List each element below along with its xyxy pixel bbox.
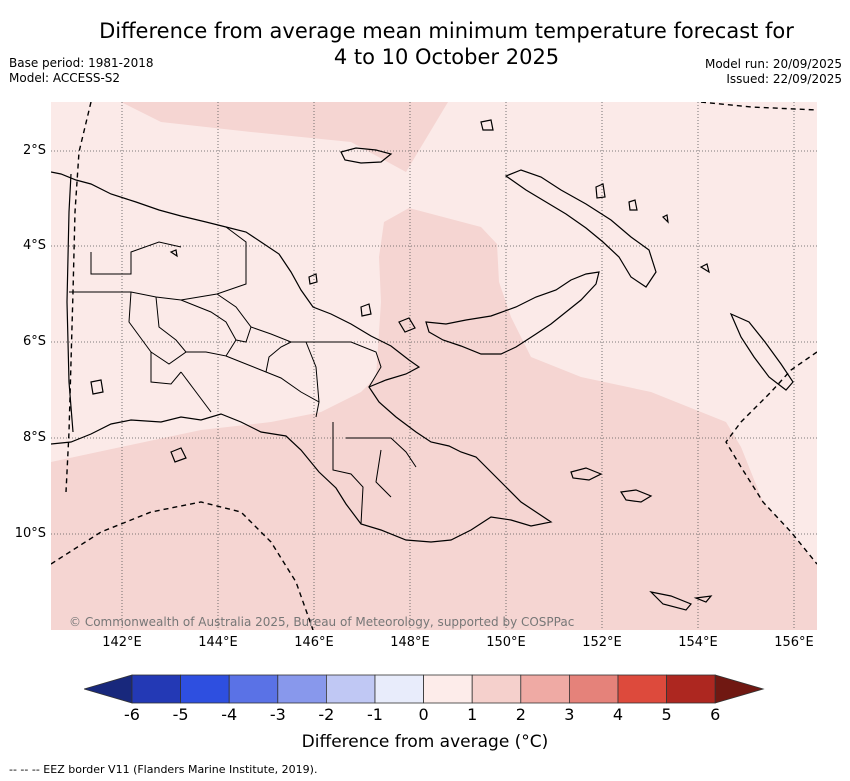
coastlines — [50, 119, 794, 611]
colorbar-tick-label: -1 — [367, 705, 383, 724]
meta-left: Base period: 1981-2018 Model: ACCESS-S2 — [9, 56, 154, 86]
colorbar-tick-label: 6 — [710, 705, 721, 724]
eez-footnote: -- -- -- EEZ border V11 (Flanders Marine… — [9, 763, 318, 776]
lon-label-144e: 144°E — [198, 635, 238, 650]
meta-right: Model run: 20/09/2025 Issued: 22/09/2025 — [705, 57, 842, 87]
title-line-2: 4 to 10 October 2025 — [333, 45, 560, 69]
colorbar-segment — [325, 674, 376, 704]
anomaly-zone-south — [51, 208, 817, 630]
lon-label-154e: 154°E — [678, 635, 718, 650]
colorbar-segment — [228, 674, 279, 704]
lat-label-4s: 4°S — [22, 238, 46, 253]
issued-date: Issued: 22/09/2025 — [726, 72, 842, 86]
colorbar-tick-label: -3 — [269, 705, 286, 724]
colorbar-tick-label: -6 — [124, 705, 140, 724]
colorbar-segment — [423, 674, 473, 704]
colorbar-svg — [82, 674, 765, 704]
colorbar-extend-low — [82, 674, 133, 704]
title-line-1: Difference from average mean minimum tem… — [99, 19, 794, 43]
map-area: © Commonwealth of Australia 2025, Bureau… — [50, 101, 818, 631]
colorbar-tick-label: 3 — [564, 705, 575, 724]
base-period: Base period: 1981-2018 — [9, 56, 154, 70]
lon-label-150e: 150°E — [486, 635, 526, 650]
colorbar-segment — [471, 674, 522, 704]
lat-label-2s: 2°S — [22, 143, 46, 158]
colorbar-tick-label: -2 — [318, 705, 335, 724]
map-svg: © Commonwealth of Australia 2025, Bureau… — [50, 101, 818, 631]
lon-label-142e: 142°E — [102, 635, 142, 650]
colorbar-segment — [520, 674, 570, 704]
colorbar-extend-high — [714, 674, 765, 704]
colorbar-tick-label: -4 — [221, 705, 238, 724]
colorbar-tick-label: 2 — [515, 705, 526, 724]
model-run: Model run: 20/09/2025 — [704, 57, 842, 71]
colorbar — [82, 674, 768, 704]
lon-label-152e: 152°E — [582, 635, 622, 650]
lon-label-148e: 148°E — [390, 635, 430, 650]
lat-label-6s: 6°S — [22, 334, 46, 349]
colorbar-segment — [131, 674, 181, 704]
lon-label-146e: 146°E — [294, 635, 334, 650]
map-copyright: © Commonwealth of Australia 2025, Bureau… — [69, 615, 574, 629]
colorbar-segment — [180, 674, 230, 704]
lat-label-10s: 10°S — [14, 526, 46, 541]
lat-label-8s: 8°S — [22, 430, 46, 445]
colorbar-segment — [568, 674, 619, 704]
colorbar-segment — [277, 674, 327, 704]
colorbar-title: Difference from average (°C) — [301, 732, 549, 752]
anomaly-zone-north — [121, 102, 448, 172]
colorbar-tick-label: 4 — [612, 705, 624, 724]
colorbar-segment — [617, 674, 667, 704]
colorbar-tick-label: 0 — [418, 705, 429, 724]
graticule — [51, 102, 817, 630]
colorbar-tick-label: 5 — [661, 705, 672, 724]
colorbar-segment — [666, 674, 716, 704]
model-name: Model: ACCESS-S2 — [9, 71, 121, 85]
colorbar-segment — [374, 674, 424, 704]
provincial-borders — [69, 226, 417, 525]
colorbar-tick-label: -5 — [172, 705, 189, 724]
colorbar-tick-label: 1 — [467, 705, 478, 724]
chart-title: Difference from average mean minimum tem… — [0, 18, 850, 70]
lon-label-156e: 156°E — [774, 635, 814, 650]
